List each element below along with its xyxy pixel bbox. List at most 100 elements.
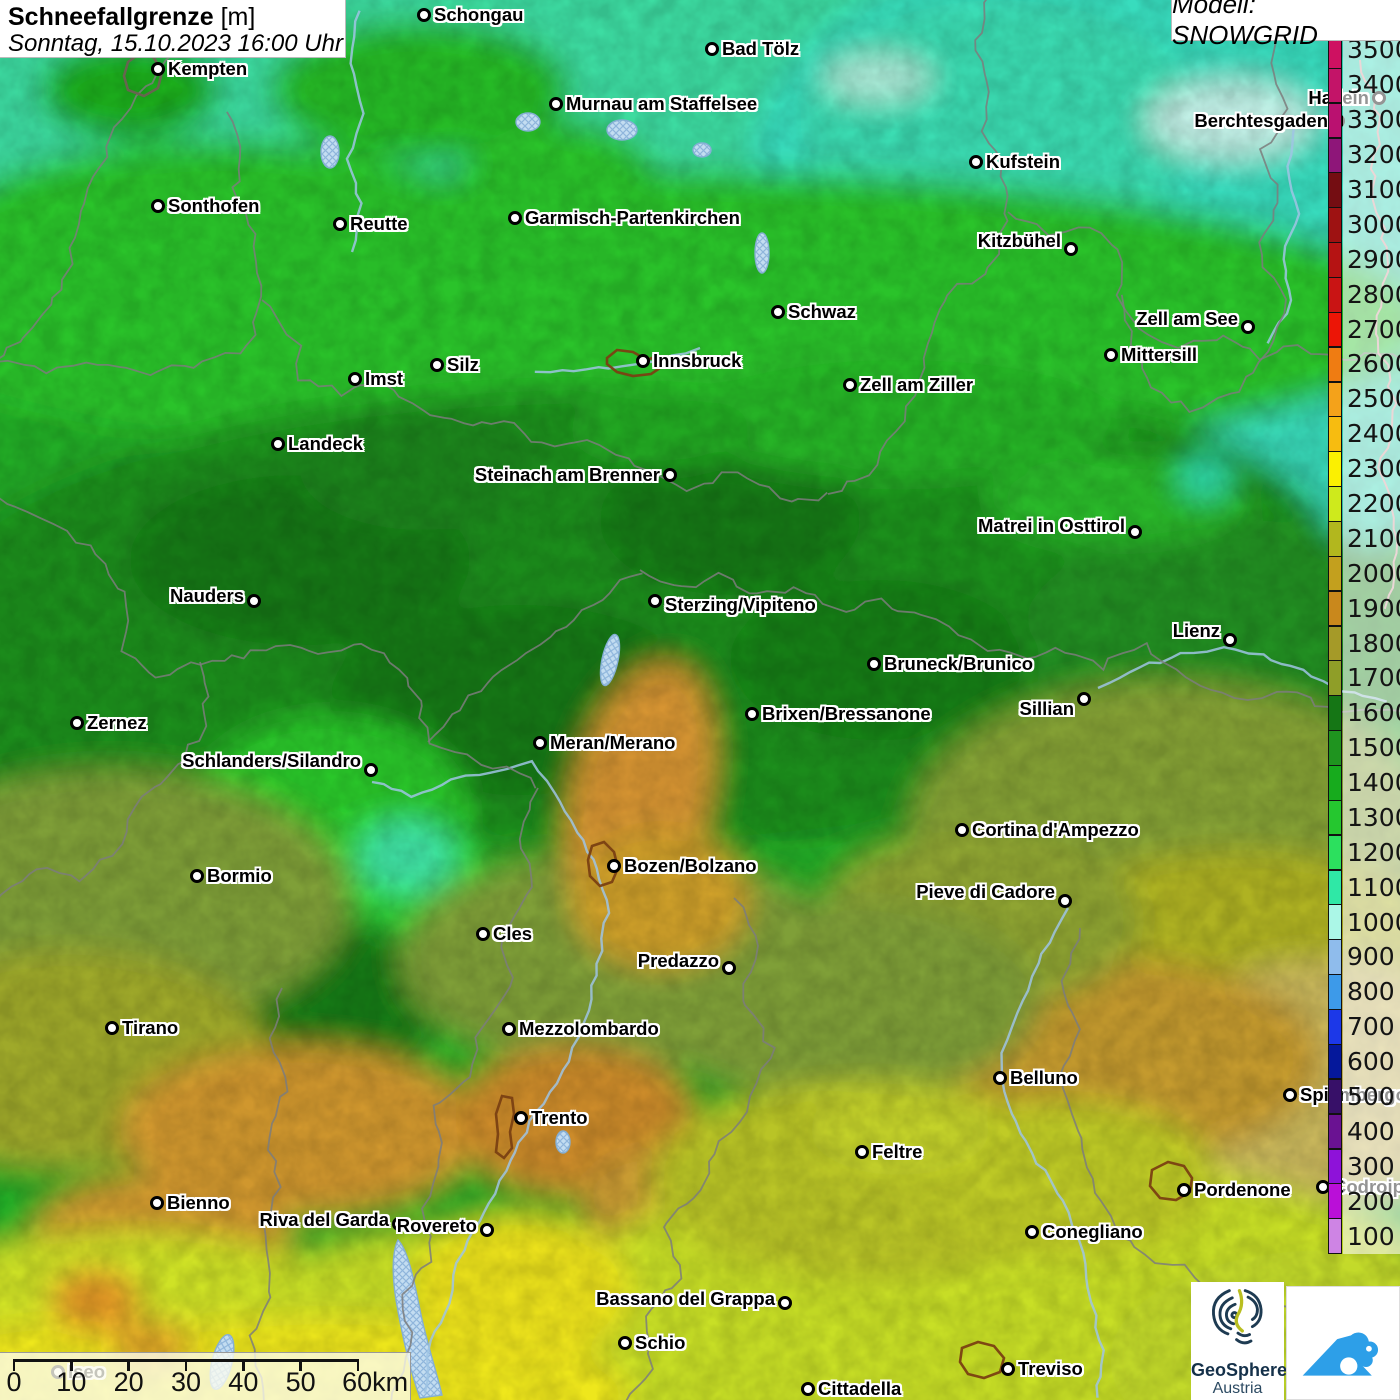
title-unit: [m]: [220, 3, 256, 31]
legend-color-cell-1200: [1329, 835, 1341, 870]
city-label-tirano: Tirano: [122, 1017, 179, 1038]
city-label-schio: Schio: [635, 1332, 686, 1353]
city-label-zernez: Zernez: [87, 712, 147, 733]
city-label-trento: Trento: [531, 1107, 588, 1128]
city-label-bassano-del-grappa: Bassano del Grappa: [596, 1288, 775, 1309]
legend-tick-label-2200: 2200: [1347, 488, 1400, 518]
legend-color-cell-600: [1329, 1044, 1341, 1079]
city-label-cittadella: Cittadella: [818, 1378, 902, 1399]
city-label-berchtesgaden: Berchtesgaden: [1194, 110, 1328, 131]
legend-color-cell-800: [1329, 975, 1341, 1009]
scale-number-40: 40: [228, 1367, 259, 1397]
city-label-murnau-am-staffelsee: Murnau am Staffelsee: [566, 93, 758, 114]
city-dot-murnau-am-staffelsee: [549, 97, 563, 111]
legend-tick-label-2000: 2000: [1347, 558, 1400, 588]
legend-color-cell-3100: [1329, 173, 1341, 207]
legend-tick-label-1700: 1700: [1347, 663, 1400, 693]
legend-color-cell-1300: [1329, 800, 1341, 835]
scale-number-30: 30: [170, 1367, 202, 1397]
mountain-cloud-icon: [1302, 1332, 1379, 1376]
scale-number-20: 20: [113, 1367, 144, 1397]
city-label-bormio: Bormio: [207, 865, 272, 886]
city-dot-meran-merano: [533, 736, 547, 750]
legend-tick-label-800: 800: [1347, 977, 1395, 1007]
legend-color-cell-300: [1329, 1149, 1341, 1184]
city-label-riva-del-garda: Riva del Garda: [259, 1209, 389, 1230]
legend-color-cell-1900: [1329, 591, 1341, 626]
legend-tick-label-1000: 1000: [1347, 907, 1400, 937]
city-label-mittersill: Mittersill: [1121, 344, 1198, 365]
mountain-pictogram-box: [1286, 1286, 1400, 1400]
city-label-zell-am-ziller: Zell am Ziller: [860, 374, 974, 395]
city-dot-tirano: [105, 1021, 119, 1035]
legend-tick-label-3400: 3400: [1347, 70, 1400, 100]
city-label-brixen-bressanone: Brixen/Bressanone: [762, 703, 931, 724]
city-label-sterzing-vipiteno: Sterzing/Vipiteno: [665, 594, 816, 615]
city-label-pordenone: Pordenone: [1194, 1179, 1291, 1200]
legend-tick-label-1500: 1500: [1347, 733, 1400, 763]
city-label-belluno: Belluno: [1010, 1067, 1078, 1088]
city-dot-cles: [476, 927, 490, 941]
scale-tick-50: [299, 1359, 302, 1371]
legend-color-cell-2200: [1329, 487, 1341, 521]
city-dot-kitzb-hel: [1064, 242, 1078, 256]
legend-tick-label-1400: 1400: [1347, 768, 1400, 798]
city-label-bruneck-brunico: Bruneck/Brunico: [884, 653, 1034, 674]
city-label-predazzo: Predazzo: [637, 950, 719, 971]
page-title: Schneefallgrenze [m]: [8, 3, 256, 31]
city-dot-schlanders-silandro: [364, 763, 378, 777]
city-label-imst: Imst: [365, 368, 404, 389]
legend-tick-label-2300: 2300: [1347, 454, 1400, 484]
city-label-schwaz: Schwaz: [788, 301, 856, 322]
city-label-zell-am-see: Zell am See: [1136, 308, 1238, 329]
geosphere-wordmark: GeoSphere: [1191, 1360, 1288, 1380]
admin-border-line: [1120, 0, 1289, 414]
legend-tick-label-700: 700: [1347, 1012, 1395, 1042]
legend-color-cell-1600: [1329, 696, 1341, 730]
legend-color-cell-2300: [1329, 452, 1341, 486]
city-dot-feltre: [855, 1145, 869, 1159]
city-dot-rovereto: [480, 1223, 494, 1237]
city-dot-bassano-del-grappa: [778, 1296, 792, 1310]
rivers: [345, 10, 1388, 1398]
city-label-meran-merano: Meran/Merano: [550, 732, 676, 753]
river-line: [1000, 907, 1105, 1398]
legend-color-cell-900: [1329, 940, 1341, 974]
scale-tick-40: [242, 1359, 245, 1371]
legend-color-cell-2100: [1329, 522, 1341, 556]
city-dot-bienno: [150, 1196, 164, 1210]
city-label-matrei-in-osttirol: Matrei in Osttirol: [978, 515, 1125, 536]
city-dot-sonthofen: [151, 199, 165, 213]
legend-tick-label-2500: 2500: [1347, 384, 1400, 414]
city-dot-kempten: [151, 62, 165, 76]
city-dot-spilimbergo: [1283, 1088, 1297, 1102]
legend-tick-label-3200: 3200: [1347, 140, 1400, 170]
city-dot-sillian: [1077, 692, 1091, 706]
city-dot-belluno: [993, 1071, 1007, 1085]
city-label-kufstein: Kufstein: [986, 151, 1060, 172]
title-box: Schneefallgrenze [m] Sonntag, 15.10.2023…: [0, 0, 346, 58]
legend-tick-label-1100: 1100: [1347, 872, 1400, 902]
city-dot-pieve-di-cadore: [1058, 894, 1072, 908]
city-label-pieve-di-cadore: Pieve di Cadore: [916, 881, 1055, 902]
legend-tick-label-3300: 3300: [1347, 105, 1400, 135]
city-dot-bozen-bolzano: [607, 859, 621, 873]
city-label-sonthofen: Sonthofen: [168, 195, 260, 216]
city-dot-steinach-am-brenner: [663, 468, 677, 482]
legend-tick-label-100: 100: [1347, 1221, 1395, 1251]
legend-tick-label-200: 200: [1347, 1186, 1395, 1216]
city-label-mezzolombardo: Mezzolombardo: [519, 1018, 659, 1039]
city-label-schlanders-silandro: Schlanders/Silandro: [182, 750, 361, 771]
scale-number-0: 0: [6, 1367, 22, 1397]
city-dot-kufstein: [969, 155, 983, 169]
city-dot-pordenone: [1177, 1183, 1191, 1197]
river-line: [345, 10, 365, 253]
city-dot-innsbruck: [636, 354, 650, 368]
legend-color-cell-3000: [1329, 208, 1341, 242]
admin-border-line: [639, 569, 1400, 714]
legend-colorbar: [1328, 33, 1342, 1254]
legend-color-cell-700: [1329, 1010, 1341, 1044]
city-dot-garmisch-partenkirchen: [508, 211, 522, 225]
